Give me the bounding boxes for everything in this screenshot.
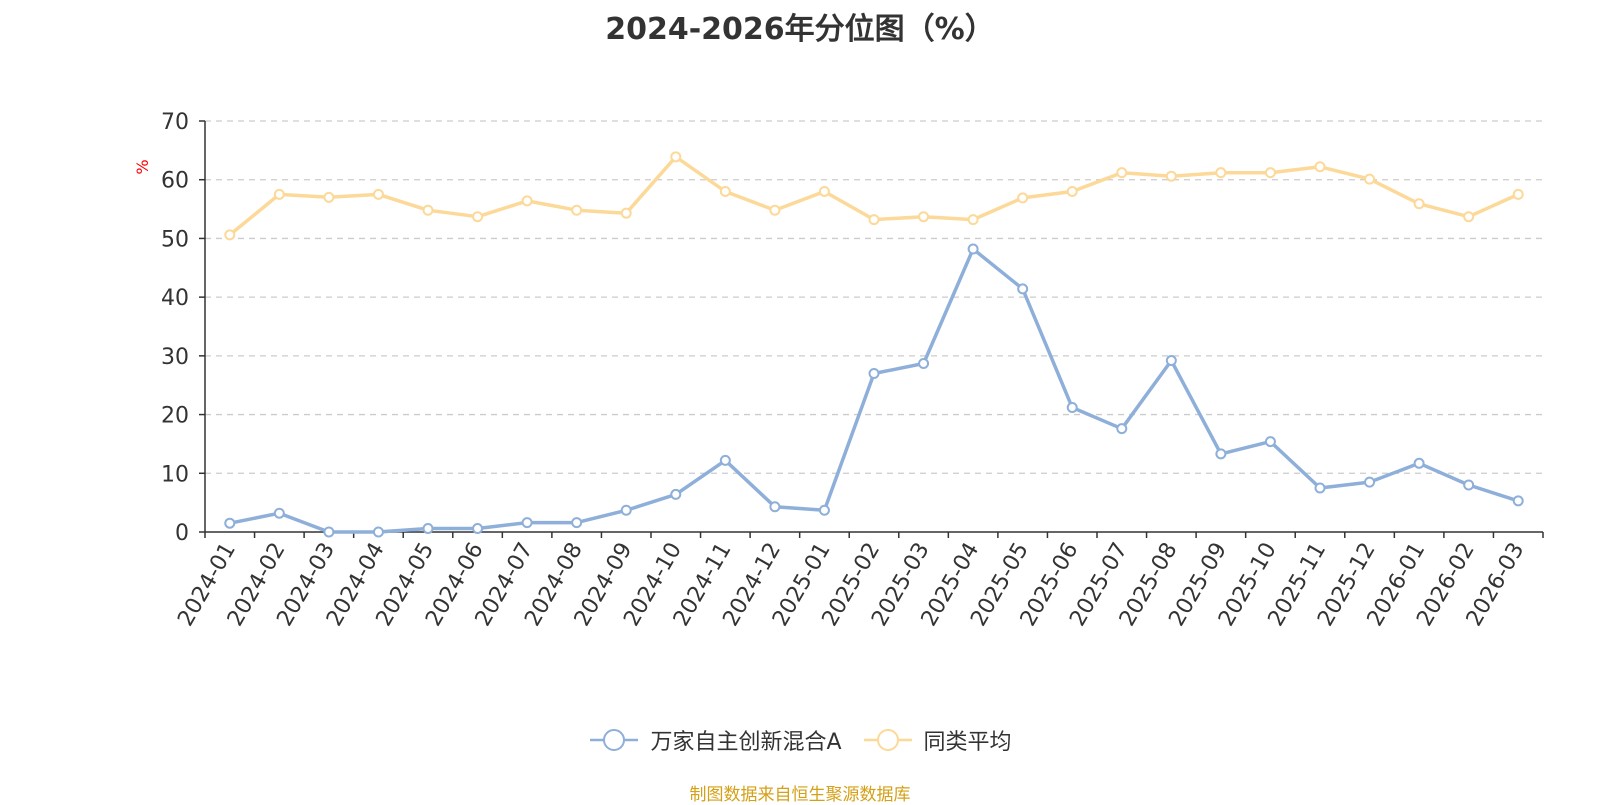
series-1 <box>224 151 1524 241</box>
data-point <box>372 526 384 538</box>
axes <box>199 120 1544 538</box>
grid-lines <box>205 120 1543 474</box>
data-point <box>1413 198 1425 210</box>
legend-label: 同类平均 <box>923 730 1012 755</box>
y-tick-label: 40 <box>161 286 189 311</box>
data-point <box>1264 167 1276 179</box>
data-point <box>571 517 583 529</box>
data-point <box>1364 173 1376 185</box>
data-point <box>1116 423 1128 435</box>
data-point <box>967 243 979 255</box>
data-point <box>1215 167 1227 179</box>
data-point <box>818 504 830 516</box>
data-point <box>521 517 533 529</box>
data-point <box>1314 161 1326 173</box>
data-point <box>372 188 384 200</box>
legend-item[interactable]: 同类平均 <box>862 724 1012 756</box>
data-point <box>1264 436 1276 448</box>
data-point <box>1463 211 1475 223</box>
data-point <box>1314 482 1326 494</box>
data-point <box>1017 283 1029 295</box>
data-point <box>620 207 632 219</box>
data-point <box>918 211 930 223</box>
data-point <box>472 211 484 223</box>
y-tick-label: 60 <box>161 169 189 194</box>
data-point <box>224 517 236 529</box>
data-point <box>967 214 979 226</box>
data-point <box>620 504 632 516</box>
data-point <box>273 188 285 200</box>
data-point <box>1066 185 1078 197</box>
legend: 万家自主创新混合A 同类平均 <box>0 724 1600 756</box>
y-tick-label: 50 <box>161 227 189 252</box>
data-point <box>670 488 682 500</box>
legend-marker-icon <box>863 729 912 751</box>
legend-item[interactable]: 万家自主创新混合A <box>588 724 842 756</box>
data-point <box>521 195 533 207</box>
data-point <box>719 185 731 197</box>
data-point <box>1215 448 1227 460</box>
chart-title: 2024-2026年分位图（%） <box>605 12 995 47</box>
data-point <box>1066 402 1078 414</box>
data-point <box>769 204 781 216</box>
data-point <box>224 229 236 241</box>
data-point <box>1165 355 1177 367</box>
data-point <box>1413 457 1425 469</box>
data-point <box>273 507 285 519</box>
data-point <box>472 522 484 534</box>
data-point <box>719 454 731 466</box>
data-point <box>571 204 583 216</box>
y-tick-label: 10 <box>161 462 189 487</box>
data-point <box>868 367 880 379</box>
series-lines <box>224 151 1524 538</box>
data-point <box>818 185 830 197</box>
data-point <box>670 151 682 163</box>
tick-labels: 010203040506070%2024-012024-022024-03202… <box>133 110 1529 631</box>
data-point <box>323 526 335 538</box>
series-0 <box>224 243 1524 538</box>
data-point <box>422 522 434 534</box>
data-point <box>1165 170 1177 182</box>
legend-marker-icon <box>590 729 639 751</box>
y-tick-label: 30 <box>161 345 189 370</box>
data-point <box>1512 188 1524 200</box>
y-tick-label: 70 <box>161 110 189 135</box>
data-point <box>1364 476 1376 488</box>
legend-label: 万家自主创新混合A <box>650 730 842 755</box>
y-tick-label: 0 <box>175 521 189 546</box>
data-point <box>769 501 781 513</box>
data-point <box>1512 495 1524 507</box>
data-point <box>1463 479 1475 491</box>
data-point <box>918 357 930 369</box>
data-point <box>323 191 335 203</box>
y-tick-label: 20 <box>161 404 189 429</box>
data-point <box>1116 167 1128 179</box>
data-point <box>1017 192 1029 204</box>
data-point <box>868 214 880 226</box>
source-note: 制图数据来自恒生聚源数据库 <box>689 785 911 805</box>
data-point <box>422 204 434 216</box>
y-axis-label: % <box>133 159 152 174</box>
